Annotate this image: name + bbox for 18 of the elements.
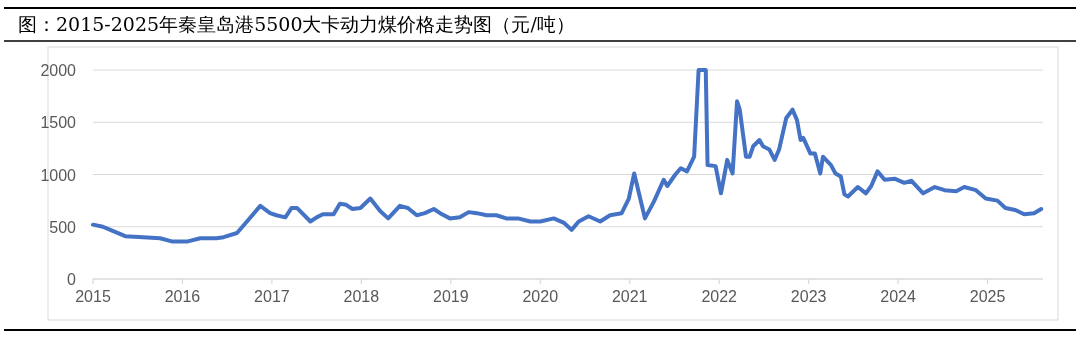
x-tick-label: 2022 — [701, 288, 738, 305]
y-tick-label: 1000 — [40, 166, 77, 184]
x-tick-label: 2019 — [433, 288, 469, 305]
x-tick-label: 2024 — [880, 288, 916, 305]
y-tick-label: 500 — [49, 218, 77, 236]
x-tick-label: 2016 — [164, 288, 201, 305]
y-tick-label: 1500 — [40, 114, 77, 132]
line-series — [91, 68, 1044, 244]
x-tick-label: 2018 — [343, 288, 380, 305]
y-tick-label: 0 — [67, 271, 77, 288]
x-tick-label: 2023 — [790, 288, 827, 305]
x-tick-label: 2021 — [611, 288, 648, 305]
x-tick-label: 2015 — [75, 288, 111, 305]
x-tick-label: 2025 — [969, 288, 1006, 305]
chart-title: 图：2015-2025年秦皇岛港5500大卡动力煤价格走势图（元/吨） — [18, 13, 575, 35]
x-tick-label: 2020 — [522, 288, 559, 305]
y-tick-label: 2000 — [40, 62, 77, 79]
x-tick-label: 2017 — [254, 288, 290, 305]
